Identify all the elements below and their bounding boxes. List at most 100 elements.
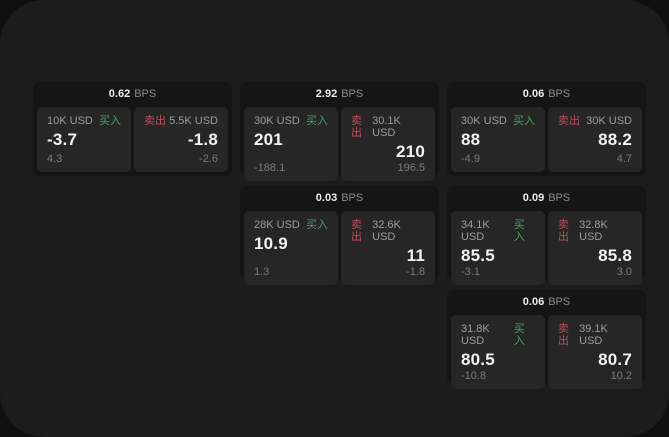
quote-card: 0.03 BPS 28K USD 买入 10.9 1.3 卖出 32.6K US… [240, 186, 439, 285]
buy-panel-header: 28K USD 买入 [254, 219, 328, 231]
buy-amount: 31.8K USD [461, 323, 490, 348]
quote-card: 0.06 BPS 31.8K USD 买入 80.5 -10.8 卖出 39.1… [447, 290, 646, 389]
sell-amount: 32.8K USD [579, 219, 608, 244]
sell-panel-header: 卖出 30K USD [558, 115, 632, 127]
sell-amount: 32.6K USD [372, 219, 401, 244]
buy-amount: 28K USD [254, 219, 300, 231]
quote-card: 0.09 BPS 34.1K USD 买入 85.5 -3.1 卖出 32.8K… [447, 186, 646, 285]
sell-amount: 5.5K USD [169, 115, 218, 127]
sell-panel-header: 卖出 5.5K USD [144, 115, 218, 127]
spread-unit: BPS [341, 88, 364, 100]
sell-amount: 30.1K USD [372, 115, 401, 140]
quote-panels: 10K USD 买入 -3.7 4.3 卖出 5.5K USD -1.8 -2.… [33, 107, 232, 176]
spread-value: 2.92 [315, 88, 338, 100]
buy-panel-header: 31.8K USD 买入 [461, 323, 535, 347]
buy-delta: 1.3 [254, 265, 270, 278]
sell-delta: 3.0 [616, 265, 632, 278]
buy-quote-panel[interactable]: 10K USD 买入 -3.7 4.3 [37, 107, 131, 172]
spread-value: 0.62 [108, 88, 131, 100]
spread-header: 0.03 BPS [240, 186, 439, 211]
quote-panels: 30K USD 买入 201 -188.1 卖出 30.1K USD 210 1… [240, 107, 439, 185]
buy-delta: 4.3 [47, 152, 63, 165]
sell-side-label: 卖出 [558, 115, 580, 127]
buy-side-label: 买入 [513, 219, 525, 244]
sell-amount: 39.1K USD [579, 323, 608, 348]
spread-value: 0.06 [522, 296, 545, 308]
buy-price: 10.9 [254, 234, 288, 254]
buy-side-label: 买入 [513, 323, 525, 348]
quote-card: 2.92 BPS 30K USD 买入 201 -188.1 卖出 30.1K … [240, 82, 439, 181]
sell-price: 80.7 [598, 350, 632, 370]
buy-price: 88 [461, 130, 481, 150]
spread-header: 0.09 BPS [447, 186, 646, 211]
sell-delta: 10.2 [610, 369, 632, 382]
buy-side-label: 买入 [99, 115, 121, 127]
sell-side-label: 卖出 [351, 219, 362, 244]
sell-price: 85.8 [598, 246, 632, 266]
quote-panels: 30K USD 买入 88 -4.9 卖出 30K USD 88.2 4.7 [447, 107, 646, 176]
buy-price: 201 [254, 130, 283, 150]
buy-quote-panel[interactable]: 30K USD 买入 201 -188.1 [244, 107, 338, 181]
buy-amount: 30K USD [461, 115, 507, 127]
sell-side-label: 卖出 [558, 219, 569, 244]
spread-unit: BPS [548, 296, 571, 308]
sell-price: 11 [406, 246, 425, 266]
sell-amount: 30K USD [586, 115, 632, 127]
buy-price: 85.5 [461, 246, 495, 266]
sell-delta: 196.5 [397, 161, 425, 174]
buy-quote-panel[interactable]: 28K USD 买入 10.9 1.3 [244, 211, 338, 285]
quote-card: 0.62 BPS 10K USD 买入 -3.7 4.3 卖出 5.5K USD… [33, 82, 232, 176]
quote-cards-grid: 0.62 BPS 10K USD 买入 -3.7 4.3 卖出 5.5K USD… [33, 82, 646, 389]
spread-value: 0.06 [522, 88, 545, 100]
buy-panel-header: 34.1K USD 买入 [461, 219, 535, 243]
spread-header: 2.92 BPS [240, 82, 439, 107]
buy-price: -3.7 [47, 130, 78, 150]
sell-price: 88.2 [598, 130, 632, 150]
buy-panel-header: 10K USD 买入 [47, 115, 121, 127]
spread-header: 0.06 BPS [447, 290, 646, 315]
sell-quote-panel[interactable]: 卖出 30.1K USD 210 196.5 [341, 107, 435, 181]
spread-header: 0.62 BPS [33, 82, 232, 107]
sell-side-label: 卖出 [144, 115, 166, 127]
sell-quote-panel[interactable]: 卖出 39.1K USD 80.7 10.2 [548, 315, 642, 389]
sell-delta: -2.6 [199, 152, 218, 165]
sell-quote-panel[interactable]: 卖出 32.8K USD 85.8 3.0 [548, 211, 642, 285]
spread-value: 0.09 [522, 192, 545, 204]
buy-delta: -10.8 [461, 369, 487, 382]
buy-quote-panel[interactable]: 34.1K USD 买入 85.5 -3.1 [451, 211, 545, 285]
sell-panel-header: 卖出 30.1K USD [351, 115, 425, 139]
sell-quote-panel[interactable]: 卖出 32.6K USD 11 -1.8 [341, 211, 435, 285]
spread-unit: BPS [548, 88, 571, 100]
sell-price: 210 [396, 142, 425, 162]
buy-side-label: 买入 [306, 115, 328, 127]
quote-panels: 31.8K USD 买入 80.5 -10.8 卖出 39.1K USD 80.… [447, 315, 646, 393]
sell-price: -1.8 [187, 130, 218, 150]
sell-delta: 4.7 [616, 152, 632, 165]
buy-side-label: 买入 [306, 219, 328, 231]
spread-unit: BPS [134, 88, 157, 100]
sell-panel-header: 卖出 32.8K USD [558, 219, 632, 243]
sell-quote-panel[interactable]: 卖出 30K USD 88.2 4.7 [548, 107, 642, 172]
buy-amount: 10K USD [47, 115, 93, 127]
sell-side-label: 卖出 [558, 323, 569, 348]
sell-delta: -1.8 [406, 265, 425, 278]
quote-panels: 34.1K USD 买入 85.5 -3.1 卖出 32.8K USD 85.8… [447, 211, 646, 289]
buy-quote-panel[interactable]: 30K USD 买入 88 -4.9 [451, 107, 545, 172]
buy-side-label: 买入 [513, 115, 535, 127]
sell-panel-header: 卖出 39.1K USD [558, 323, 632, 347]
sell-side-label: 卖出 [351, 115, 362, 140]
spread-value: 0.03 [315, 192, 338, 204]
quote-panels: 28K USD 买入 10.9 1.3 卖出 32.6K USD 11 -1.8 [240, 211, 439, 289]
sell-quote-panel[interactable]: 卖出 5.5K USD -1.8 -2.6 [134, 107, 228, 172]
buy-delta: -4.9 [461, 152, 480, 165]
sell-panel-header: 卖出 32.6K USD [351, 219, 425, 243]
buy-delta: -3.1 [461, 265, 480, 278]
buy-panel-header: 30K USD 买入 [254, 115, 328, 127]
buy-quote-panel[interactable]: 31.8K USD 买入 80.5 -10.8 [451, 315, 545, 389]
buy-amount: 30K USD [254, 115, 300, 127]
spread-unit: BPS [548, 192, 571, 204]
buy-panel-header: 30K USD 买入 [461, 115, 535, 127]
buy-delta: -188.1 [254, 161, 286, 174]
spread-header: 0.06 BPS [447, 82, 646, 107]
spread-unit: BPS [341, 192, 364, 204]
